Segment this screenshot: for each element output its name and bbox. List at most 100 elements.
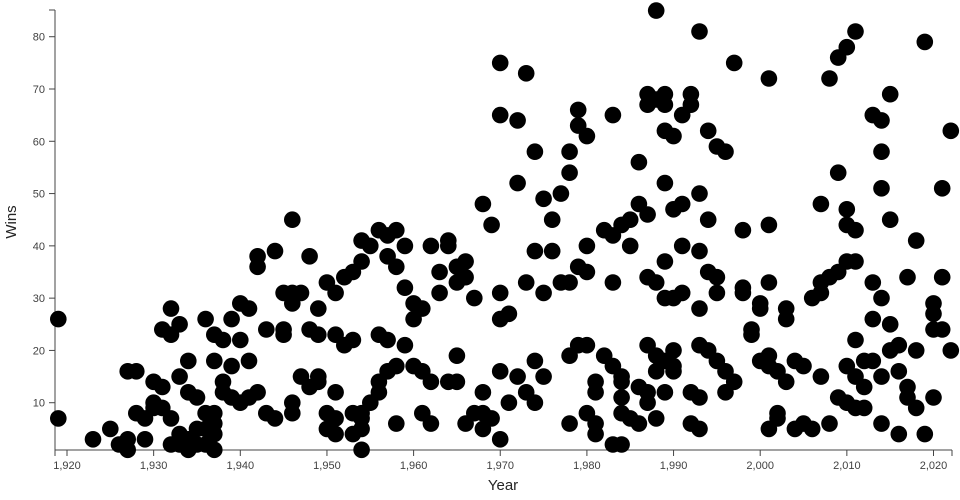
- data-point[interactable]: [388, 258, 405, 276]
- data-point[interactable]: [734, 221, 752, 239]
- data-point[interactable]: [691, 23, 708, 40]
- data-point[interactable]: [517, 274, 535, 291]
- data-point[interactable]: [899, 268, 916, 286]
- data-point[interactable]: [578, 127, 596, 145]
- data-point[interactable]: [500, 305, 518, 323]
- data-point[interactable]: [925, 389, 942, 406]
- data-point[interactable]: [691, 185, 708, 202]
- data-point[interactable]: [942, 122, 960, 140]
- data-point[interactable]: [396, 336, 414, 354]
- data-point[interactable]: [656, 96, 674, 113]
- data-point[interactable]: [907, 342, 925, 359]
- data-point[interactable]: [310, 326, 327, 344]
- data-point[interactable]: [414, 300, 431, 317]
- data-point[interactable]: [292, 284, 310, 302]
- data-point[interactable]: [197, 310, 214, 328]
- data-point[interactable]: [526, 242, 544, 260]
- data-point[interactable]: [933, 321, 951, 338]
- data-point[interactable]: [656, 174, 674, 192]
- data-point[interactable]: [604, 106, 622, 124]
- data-point[interactable]: [223, 357, 240, 375]
- data-point[interactable]: [188, 389, 206, 406]
- data-point[interactable]: [751, 300, 769, 317]
- data-point[interactable]: [717, 143, 734, 160]
- data-point[interactable]: [526, 352, 544, 370]
- data-point[interactable]: [440, 237, 457, 255]
- data-point[interactable]: [890, 363, 908, 380]
- data-point[interactable]: [284, 211, 301, 228]
- data-point[interactable]: [500, 394, 518, 412]
- data-point[interactable]: [933, 180, 951, 197]
- data-point[interactable]: [232, 331, 249, 349]
- data-point[interactable]: [50, 410, 67, 427]
- data-point[interactable]: [578, 237, 596, 255]
- data-point[interactable]: [890, 425, 908, 443]
- data-point[interactable]: [925, 305, 942, 323]
- data-point[interactable]: [249, 384, 266, 401]
- data-point[interactable]: [769, 410, 786, 427]
- data-point[interactable]: [734, 284, 752, 302]
- data-point[interactable]: [543, 242, 561, 260]
- data-point[interactable]: [483, 410, 500, 427]
- data-point[interactable]: [647, 274, 665, 291]
- data-point[interactable]: [171, 368, 188, 385]
- data-point[interactable]: [474, 195, 492, 213]
- data-point[interactable]: [457, 253, 474, 270]
- data-point[interactable]: [206, 425, 223, 443]
- data-point[interactable]: [855, 399, 873, 417]
- data-point[interactable]: [630, 415, 648, 432]
- data-point[interactable]: [119, 441, 136, 459]
- data-point[interactable]: [154, 378, 171, 396]
- data-point[interactable]: [907, 232, 925, 249]
- data-point[interactable]: [812, 368, 830, 385]
- data-point[interactable]: [864, 310, 882, 328]
- data-point[interactable]: [665, 363, 682, 380]
- data-point[interactable]: [344, 331, 362, 349]
- data-point[interactable]: [665, 342, 682, 359]
- data-point[interactable]: [933, 268, 951, 286]
- data-point[interactable]: [578, 263, 596, 281]
- data-point[interactable]: [777, 310, 795, 328]
- data-point[interactable]: [474, 384, 492, 401]
- data-point[interactable]: [613, 389, 630, 406]
- data-point[interactable]: [647, 2, 665, 19]
- data-point[interactable]: [535, 190, 552, 208]
- data-point[interactable]: [708, 268, 726, 286]
- data-point[interactable]: [128, 363, 145, 380]
- data-point[interactable]: [604, 274, 622, 291]
- data-point[interactable]: [873, 415, 890, 432]
- data-point[interactable]: [396, 279, 414, 297]
- data-point[interactable]: [535, 284, 552, 302]
- data-point[interactable]: [907, 399, 925, 417]
- data-point[interactable]: [388, 415, 405, 432]
- data-point[interactable]: [162, 410, 180, 427]
- data-point[interactable]: [223, 310, 240, 328]
- data-point[interactable]: [864, 352, 882, 370]
- data-point[interactable]: [431, 284, 448, 302]
- data-point[interactable]: [665, 127, 682, 145]
- data-point[interactable]: [509, 174, 526, 192]
- data-point[interactable]: [509, 112, 526, 129]
- data-point[interactable]: [621, 237, 639, 255]
- data-point[interactable]: [284, 404, 301, 422]
- data-point[interactable]: [942, 342, 960, 359]
- data-point[interactable]: [569, 101, 587, 119]
- data-point[interactable]: [561, 415, 578, 432]
- data-point[interactable]: [431, 263, 448, 281]
- data-point[interactable]: [543, 211, 561, 228]
- data-point[interactable]: [240, 300, 258, 317]
- data-point[interactable]: [699, 122, 717, 140]
- data-point[interactable]: [535, 368, 552, 385]
- data-point[interactable]: [561, 143, 578, 160]
- data-point[interactable]: [916, 425, 934, 443]
- data-point[interactable]: [821, 70, 838, 87]
- data-point[interactable]: [561, 274, 578, 291]
- data-point[interactable]: [362, 237, 379, 255]
- data-point[interactable]: [578, 336, 596, 354]
- data-point[interactable]: [214, 331, 232, 349]
- data-point[interactable]: [561, 164, 578, 181]
- data-point[interactable]: [258, 321, 275, 338]
- data-point[interactable]: [84, 431, 102, 448]
- data-point[interactable]: [639, 206, 656, 223]
- data-point[interactable]: [873, 180, 890, 197]
